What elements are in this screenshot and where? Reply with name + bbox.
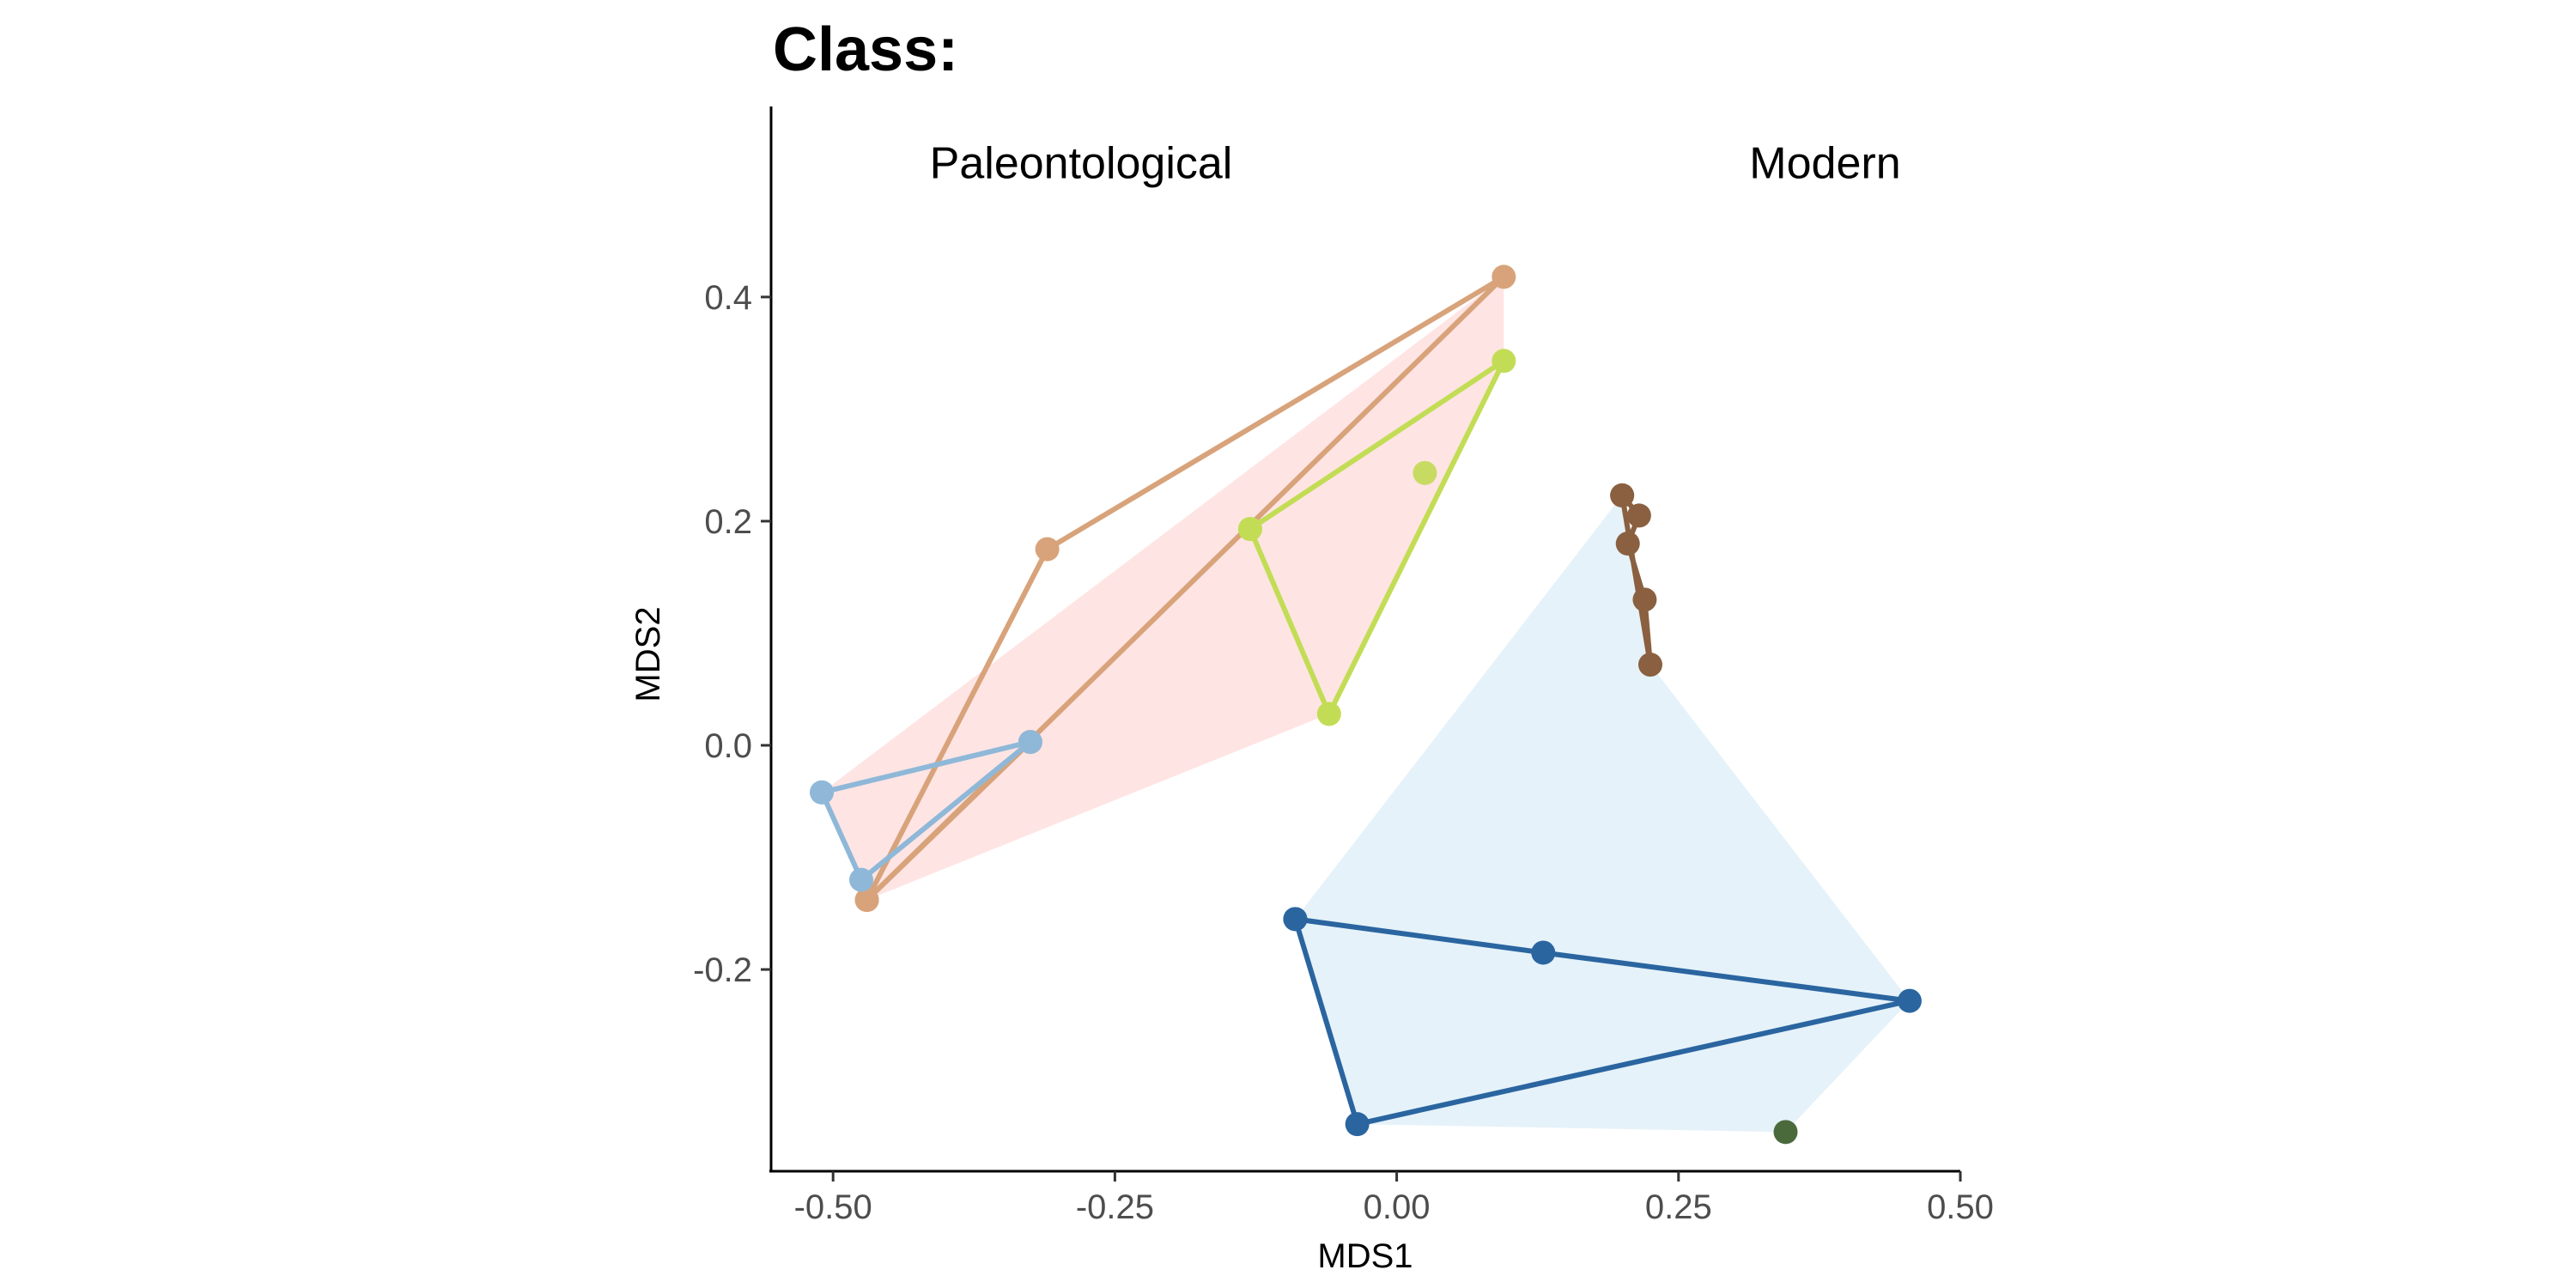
- data-point-3-2: [849, 867, 874, 892]
- hull-layer: [822, 276, 1910, 1133]
- group-label-layer: Paleontological Modern: [930, 138, 1901, 188]
- y-tick-label-0: -0.2: [693, 951, 752, 989]
- x-axis-title: MDS1: [1317, 1237, 1413, 1275]
- y-axis-title: MDS2: [629, 606, 667, 702]
- x-tick-label-0: -0.50: [794, 1188, 872, 1226]
- data-point-5-3: [1345, 1112, 1370, 1137]
- x-tick-label-2: 0.00: [1364, 1188, 1431, 1226]
- data-point-4-4: [1637, 653, 1662, 677]
- x-tick-label-3: 0.25: [1645, 1188, 1712, 1226]
- group-label-1: Modern: [1749, 138, 1900, 188]
- group-label-0: Paleontological: [930, 138, 1233, 188]
- data-point-5-2: [1897, 988, 1922, 1013]
- series-line-3: [819, 739, 1033, 883]
- data-point-1-2: [1492, 349, 1516, 374]
- tick-layer: -0.50 -0.25 0.00 0.25 0.50 -0.2 0.0 0.2 0.4: [693, 279, 1994, 1226]
- data-point-4-2: [1615, 532, 1640, 556]
- series-line-1: [1247, 358, 1507, 717]
- y-tick-label-2: 0.2: [704, 503, 752, 541]
- data-point-4-3: [1632, 587, 1657, 612]
- data-point-0-3: [854, 888, 879, 913]
- data-point-3-1: [1018, 730, 1042, 755]
- data-point-5-1: [1531, 940, 1556, 965]
- y-tick-label-1: 0.0: [704, 727, 752, 765]
- data-point-4-5: [1610, 483, 1635, 507]
- point-layer: [810, 264, 1922, 1145]
- y-tick-label-3: 0.4: [704, 279, 752, 317]
- x-tick-label-4: 0.50: [1927, 1188, 1994, 1226]
- hull-1: [1295, 495, 1910, 1133]
- data-point-4-1: [1626, 503, 1651, 528]
- x-tick-label-1: -0.25: [1076, 1188, 1154, 1226]
- data-point-1-3: [1237, 517, 1262, 542]
- data-point-0-1: [1035, 537, 1060, 562]
- data-point-2-0: [1413, 460, 1437, 485]
- hull-0: [822, 276, 1504, 901]
- data-point-6-0: [1773, 1120, 1798, 1145]
- data-point-3-3: [810, 780, 835, 805]
- data-point-5-4: [1283, 907, 1308, 932]
- data-point-1-1: [1316, 702, 1341, 726]
- data-point-0-2: [1492, 264, 1516, 289]
- chart-title: Class:: [773, 15, 958, 84]
